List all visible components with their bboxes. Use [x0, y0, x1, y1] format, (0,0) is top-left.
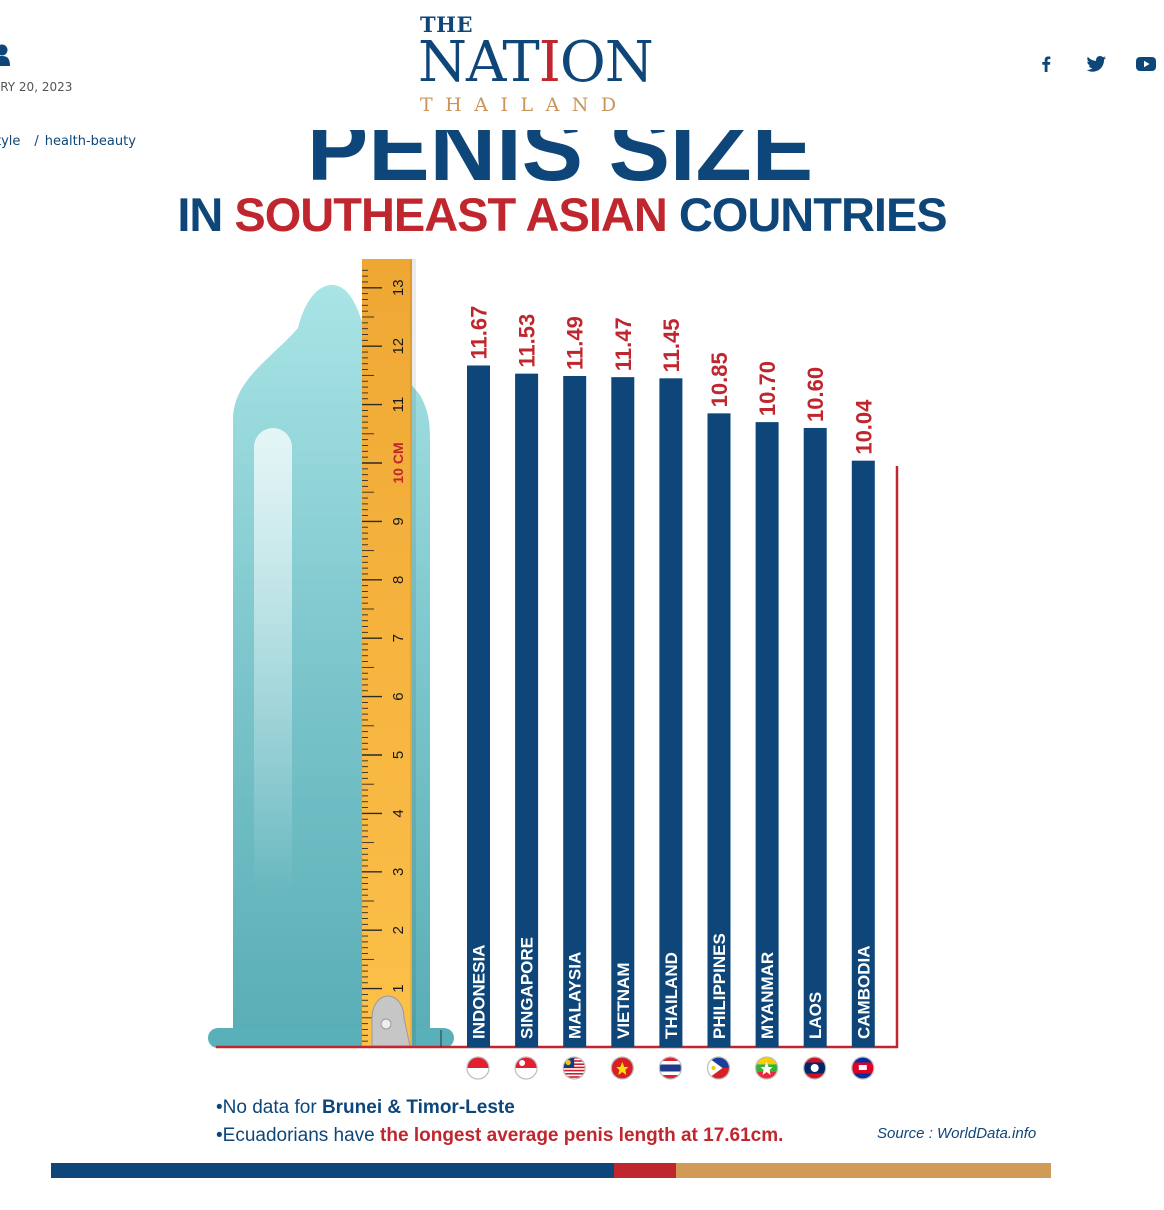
bar-series	[467, 365, 875, 1048]
ruler-label: 11	[390, 397, 407, 413]
bar	[563, 375, 587, 1047]
ruler-label: 7	[390, 634, 407, 642]
note-no-data: •No data for Brunei & Timor-Leste	[216, 1097, 515, 1118]
breadcrumb-separator: /	[34, 134, 39, 149]
category-label: SINGAPORE	[518, 937, 537, 1039]
malaysia-flag-icon	[562, 1056, 586, 1080]
site-header: ARY 20, 2023 THE NATION THAILAND	[0, 0, 1164, 130]
bar	[707, 413, 731, 1047]
category-label: INDONESIA	[470, 945, 489, 1039]
value-label: 11.45	[659, 318, 684, 372]
value-label: 11.49	[563, 316, 588, 370]
footer-stripe-red	[614, 1163, 676, 1178]
zipper-pull-icon	[371, 995, 411, 1047]
chart-notes: •No data for Brunei & Timor-Leste •Ecuad…	[216, 1094, 783, 1150]
ruler-label: 3	[390, 868, 407, 876]
category-label: CAMBODIA	[854, 946, 873, 1040]
footer-stripe-gold	[676, 1163, 1051, 1178]
ruler-label: 5	[390, 751, 407, 759]
category-label: PHILIPPINES	[710, 933, 729, 1039]
breadcrumb: tyle / health-beauty	[0, 134, 136, 149]
bar	[467, 365, 490, 1047]
category-label: VIETNAM	[614, 963, 633, 1040]
logo-nation: NATION	[418, 30, 654, 95]
ruler-label: 10 CM	[390, 442, 406, 483]
ruler-label: 13	[390, 279, 407, 296]
philippines-flag-icon	[706, 1056, 731, 1080]
value-label: 10.04	[851, 399, 876, 455]
breadcrumb-item-lifestyle[interactable]: tyle	[0, 134, 21, 149]
bar	[803, 427, 827, 1048]
note-ecuador: •Ecuadorians have the longest average pe…	[216, 1125, 784, 1146]
site-logo[interactable]: THE NATION THAILAND	[418, 12, 668, 116]
country-flags	[466, 1056, 875, 1080]
ruler-label: 9	[390, 517, 407, 525]
value-label: 11.53	[515, 314, 540, 368]
cambodia-flag-icon	[851, 1056, 875, 1080]
category-label: MYANMAR	[758, 952, 777, 1039]
laos-flag-icon	[803, 1056, 827, 1080]
chart-subtitle: IN SOUTHEAST ASIAN COUNTRIES	[177, 188, 946, 241]
bar	[851, 460, 875, 1047]
ruler-label: 6	[390, 692, 407, 700]
indonesia-flag-icon	[466, 1056, 490, 1080]
logo-thailand: THAILAND	[420, 94, 629, 116]
value-label: 11.47	[611, 317, 636, 371]
ruler-label: 1	[390, 984, 407, 992]
bar	[515, 373, 539, 1047]
publish-date: ARY 20, 2023	[0, 80, 73, 94]
category-label: THAILAND	[662, 952, 681, 1039]
twitter-icon[interactable]	[1084, 52, 1108, 76]
chart-source: Source : WorldData.info	[877, 1125, 1037, 1142]
condom-illustration	[208, 285, 454, 1048]
ruler-label: 8	[390, 576, 407, 584]
thailand-flag-icon	[658, 1056, 683, 1080]
bar	[659, 378, 683, 1047]
value-labels: 11.67 11.53 11.49 11.47 11.45 10.85 10.70 10.60…	[467, 306, 877, 455]
ruler-label: 4	[390, 809, 407, 817]
category-labels: INDONESIA SINGAPORE MALAYSIA VIETNAM THAILAN…	[470, 933, 874, 1039]
value-label: 10.60	[803, 367, 828, 422]
youtube-icon[interactable]	[1134, 52, 1158, 76]
bar	[611, 377, 635, 1048]
category-label: MALAYSIA	[566, 952, 585, 1039]
singapore-flag-icon	[514, 1056, 538, 1080]
vietnam-flag-icon	[610, 1056, 634, 1080]
category-label: LAOS	[806, 992, 825, 1039]
myanmar-flag-icon	[754, 1056, 779, 1080]
logo-the: THE	[420, 12, 473, 37]
breadcrumb-item-health-beauty[interactable]: health-beauty	[44, 134, 136, 149]
user-icon[interactable]	[0, 44, 10, 66]
value-label: 10.85	[707, 352, 732, 407]
bar	[755, 422, 779, 1047]
value-label: 10.70	[755, 361, 780, 416]
ruler-label: 12	[390, 338, 407, 355]
value-label: 11.67	[467, 306, 492, 360]
ruler-label: 2	[390, 926, 407, 934]
facebook-icon[interactable]	[1034, 52, 1058, 76]
footer-stripe-blue	[51, 1163, 614, 1178]
